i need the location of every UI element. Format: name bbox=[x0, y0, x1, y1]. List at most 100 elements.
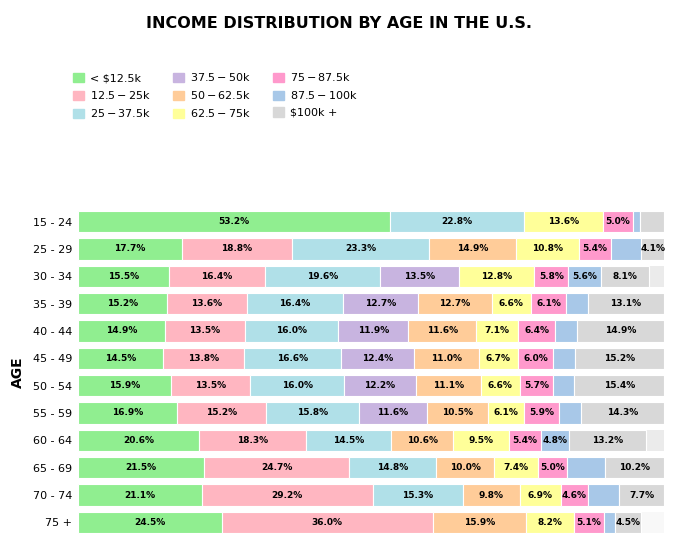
Text: 23.3%: 23.3% bbox=[345, 245, 376, 253]
Text: 13.5%: 13.5% bbox=[404, 272, 435, 281]
Text: 9.8%: 9.8% bbox=[479, 491, 504, 499]
Text: 13.5%: 13.5% bbox=[195, 381, 226, 390]
Bar bbox=[78, 430, 199, 451]
Bar bbox=[518, 348, 553, 369]
Text: 11.6%: 11.6% bbox=[378, 409, 408, 417]
Bar bbox=[523, 211, 603, 232]
Bar bbox=[78, 512, 222, 533]
Text: 10.6%: 10.6% bbox=[407, 436, 438, 445]
Text: 15.2%: 15.2% bbox=[604, 354, 635, 363]
Bar bbox=[604, 512, 614, 533]
Bar bbox=[199, 430, 306, 451]
Text: 6.0%: 6.0% bbox=[523, 354, 548, 363]
Bar bbox=[265, 266, 380, 287]
Bar bbox=[373, 485, 462, 505]
Text: 14.9%: 14.9% bbox=[457, 245, 488, 253]
Bar bbox=[580, 238, 611, 260]
Bar bbox=[78, 266, 169, 287]
Bar bbox=[433, 512, 526, 533]
Bar bbox=[204, 457, 349, 478]
Text: 15.9%: 15.9% bbox=[464, 518, 495, 527]
Text: 16.6%: 16.6% bbox=[277, 354, 308, 363]
Text: 13.6%: 13.6% bbox=[191, 299, 222, 308]
Bar bbox=[349, 457, 436, 478]
Bar bbox=[568, 266, 601, 287]
Bar bbox=[78, 238, 182, 260]
Bar bbox=[222, 512, 433, 533]
Text: 24.5%: 24.5% bbox=[134, 518, 165, 527]
Text: 12.7%: 12.7% bbox=[439, 299, 471, 308]
Text: 5.0%: 5.0% bbox=[540, 463, 565, 472]
Text: 16.0%: 16.0% bbox=[276, 327, 307, 335]
Bar bbox=[611, 238, 641, 260]
Text: 14.8%: 14.8% bbox=[377, 463, 408, 472]
Text: 14.5%: 14.5% bbox=[333, 436, 364, 445]
Bar bbox=[492, 293, 531, 314]
Bar bbox=[601, 266, 649, 287]
Bar bbox=[526, 512, 574, 533]
Bar bbox=[78, 266, 664, 287]
Text: 12.4%: 12.4% bbox=[362, 354, 393, 363]
Bar bbox=[476, 321, 518, 341]
Text: 9.5%: 9.5% bbox=[468, 436, 494, 445]
Bar bbox=[78, 375, 664, 397]
Bar bbox=[247, 293, 343, 314]
Text: 14.3%: 14.3% bbox=[607, 409, 638, 417]
Bar bbox=[524, 403, 559, 423]
Bar bbox=[416, 375, 481, 397]
Text: 12.7%: 12.7% bbox=[365, 299, 396, 308]
Text: 21.1%: 21.1% bbox=[124, 491, 155, 499]
Text: 19.6%: 19.6% bbox=[307, 272, 338, 281]
Bar bbox=[459, 266, 534, 287]
Bar bbox=[78, 485, 664, 505]
Text: INCOME DISTRIBUTION BY AGE IN THE U.S.: INCOME DISTRIBUTION BY AGE IN THE U.S. bbox=[146, 16, 532, 31]
Text: 14.9%: 14.9% bbox=[106, 327, 138, 335]
Bar bbox=[244, 348, 341, 369]
Text: 8.2%: 8.2% bbox=[538, 518, 563, 527]
Bar bbox=[619, 485, 664, 505]
Bar bbox=[520, 485, 561, 505]
Bar bbox=[344, 375, 416, 397]
Text: 13.6%: 13.6% bbox=[548, 217, 579, 226]
Text: 16.4%: 16.4% bbox=[279, 299, 311, 308]
Bar bbox=[576, 348, 664, 369]
Text: 6.9%: 6.9% bbox=[528, 491, 553, 499]
Text: 4.6%: 4.6% bbox=[561, 491, 586, 499]
Text: 20.6%: 20.6% bbox=[123, 436, 154, 445]
Text: 36.0%: 36.0% bbox=[312, 518, 342, 527]
Text: 15.9%: 15.9% bbox=[109, 381, 140, 390]
Text: 6.6%: 6.6% bbox=[499, 299, 524, 308]
Bar bbox=[640, 211, 664, 232]
Bar bbox=[408, 321, 476, 341]
Bar bbox=[427, 403, 488, 423]
Bar bbox=[588, 485, 619, 505]
Text: 5.4%: 5.4% bbox=[582, 245, 607, 253]
Bar bbox=[306, 430, 391, 451]
Text: 14.5%: 14.5% bbox=[105, 354, 136, 363]
Bar bbox=[538, 457, 567, 478]
Bar bbox=[167, 293, 247, 314]
Bar bbox=[78, 430, 664, 451]
Text: 4.1%: 4.1% bbox=[641, 245, 666, 253]
Bar bbox=[418, 293, 492, 314]
Text: 10.0%: 10.0% bbox=[450, 463, 481, 472]
Text: 5.6%: 5.6% bbox=[572, 272, 597, 281]
Text: 5.4%: 5.4% bbox=[513, 436, 538, 445]
Text: 7.1%: 7.1% bbox=[485, 327, 509, 335]
Bar bbox=[488, 403, 524, 423]
Bar bbox=[516, 238, 580, 260]
Bar bbox=[78, 293, 167, 314]
Bar bbox=[479, 348, 518, 369]
Text: 4.5%: 4.5% bbox=[616, 518, 640, 527]
Bar bbox=[359, 403, 427, 423]
Bar bbox=[78, 403, 177, 423]
Text: 11.1%: 11.1% bbox=[433, 381, 464, 390]
Text: 18.3%: 18.3% bbox=[237, 436, 268, 445]
Text: 10.8%: 10.8% bbox=[532, 245, 563, 253]
Text: 13.1%: 13.1% bbox=[610, 299, 641, 308]
Text: 17.7%: 17.7% bbox=[114, 245, 146, 253]
Text: 16.4%: 16.4% bbox=[201, 272, 233, 281]
Bar bbox=[494, 457, 538, 478]
Bar bbox=[555, 321, 577, 341]
Text: 5.9%: 5.9% bbox=[529, 409, 554, 417]
